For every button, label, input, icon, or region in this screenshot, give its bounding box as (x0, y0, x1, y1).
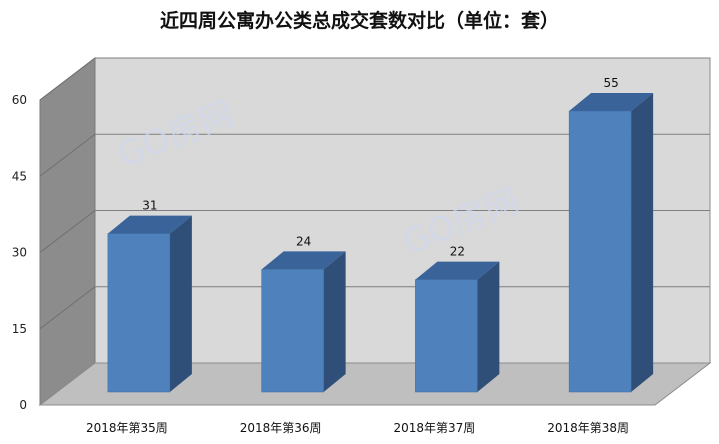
bar-front (261, 269, 324, 393)
bar-side (169, 215, 192, 392)
bar-value-label: 55 (603, 76, 618, 90)
bar-front (415, 279, 478, 393)
gridline-side (39, 133, 96, 177)
gridline-side (39, 210, 96, 253)
y-tick-label: 0 (19, 398, 27, 412)
gridline-side (39, 57, 96, 101)
bar-top (415, 261, 500, 280)
x-category-label: 2018年第35周 (86, 421, 168, 435)
chart-title: 近四周公寓办公类总成交套数对比（单位：套） (159, 10, 559, 32)
bar-top (261, 251, 346, 270)
bar-side (631, 93, 654, 392)
x-category-label: 2018年第38周 (547, 421, 629, 435)
bar-value-label: 22 (450, 245, 465, 259)
y-tick-label: 15 (12, 322, 27, 336)
bar-top (107, 215, 192, 234)
bar: 24 (261, 234, 346, 393)
floor (38, 362, 712, 406)
x-category-label: 2018年第36周 (240, 421, 322, 435)
x-axis-labels: 2018年第35周 2018年第36周 2018年第37周 2018年第38周 (86, 421, 629, 435)
bar-front (568, 110, 632, 393)
bar: 22 (415, 245, 500, 393)
bar-side (323, 251, 346, 392)
bar-value-label: 24 (296, 234, 311, 248)
bar-value-label: 31 (142, 199, 157, 213)
bar-side (477, 261, 500, 392)
x-category-label: 2018年第37周 (393, 421, 475, 435)
bar: 55 (568, 76, 654, 393)
y-tick-label: 60 (12, 93, 27, 107)
bar: 31 (107, 199, 192, 393)
bar-top (569, 93, 654, 111)
y-tick-label: 45 (12, 169, 27, 183)
bar-front (107, 233, 171, 393)
y-tick-label: 30 (12, 246, 27, 260)
bars: 31 24 22 55 (107, 76, 654, 393)
gridline-side (39, 286, 96, 330)
y-axis-ticks: 0 15 30 45 60 (12, 93, 27, 412)
